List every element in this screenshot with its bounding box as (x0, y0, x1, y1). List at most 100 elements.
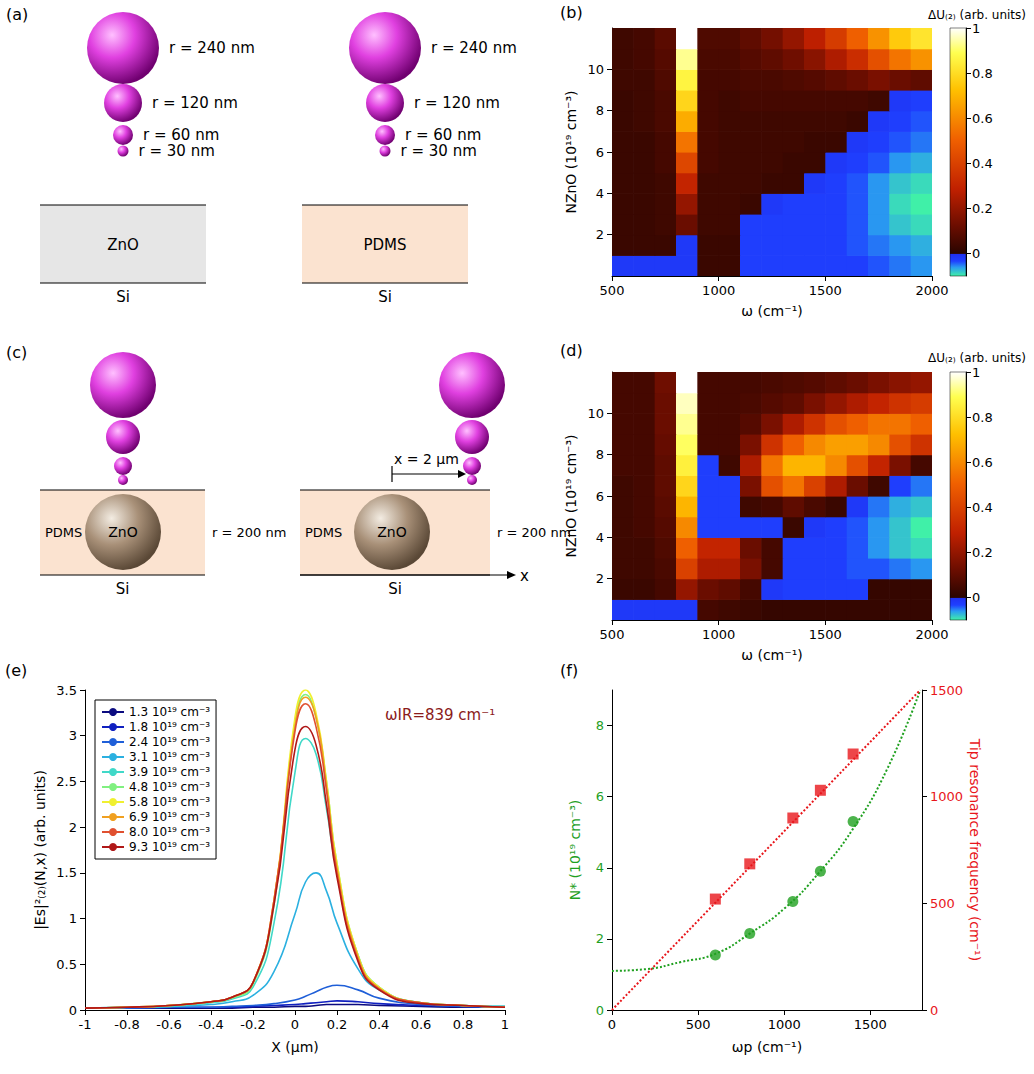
svg-text:0: 0 (69, 1003, 77, 1018)
svg-text:1000: 1000 (930, 789, 963, 804)
svg-text:500: 500 (930, 896, 955, 911)
svg-text:-0.8: -0.8 (114, 1017, 139, 1032)
svg-text:Si: Si (116, 288, 130, 306)
svg-text:1000: 1000 (768, 1017, 801, 1032)
svg-text:ZnO: ZnO (108, 524, 137, 540)
svg-text:ω (cm⁻¹): ω (cm⁻¹) (741, 303, 802, 319)
svg-text:x = 2 μm: x = 2 μm (394, 451, 459, 467)
svg-text:x: x (520, 567, 529, 585)
svg-text:6.9 10¹⁹ cm⁻³: 6.9 10¹⁹ cm⁻³ (129, 810, 210, 824)
svg-text:1: 1 (972, 365, 980, 380)
svg-text:0.4: 0.4 (972, 500, 993, 515)
svg-text:ZnO: ZnO (107, 236, 139, 254)
svg-text:0.6: 0.6 (972, 455, 993, 470)
svg-text:r = 200 nm: r = 200 nm (497, 525, 570, 540)
svg-text:4: 4 (596, 530, 604, 545)
svg-text:4.8 10¹⁹ cm⁻³: 4.8 10¹⁹ cm⁻³ (129, 780, 210, 794)
svg-text:ω (cm⁻¹): ω (cm⁻¹) (741, 647, 802, 663)
svg-text:500: 500 (600, 627, 625, 642)
svg-text:r = 200 nm: r = 200 nm (212, 525, 286, 540)
svg-text:-0.6: -0.6 (156, 1017, 181, 1032)
svg-text:(c): (c) (6, 343, 27, 362)
svg-text:ZnO: ZnO (377, 524, 406, 540)
svg-text:8: 8 (596, 718, 604, 733)
svg-text:-0.4: -0.4 (198, 1017, 223, 1032)
svg-text:0.8: 0.8 (453, 1017, 474, 1032)
svg-text:r = 240 nm: r = 240 nm (431, 39, 517, 57)
svg-text:2: 2 (69, 820, 77, 835)
svg-text:Tip resonance frequency (cm⁻¹): Tip resonance frequency (cm⁻¹) (967, 738, 983, 961)
svg-text:1: 1 (972, 21, 980, 36)
svg-text:5.8 10¹⁹ cm⁻³: 5.8 10¹⁹ cm⁻³ (129, 795, 210, 809)
svg-text:9.3 10¹⁹ cm⁻³: 9.3 10¹⁹ cm⁻³ (129, 840, 210, 854)
svg-text:0: 0 (291, 1017, 299, 1032)
svg-text:10: 10 (587, 406, 604, 421)
svg-text:0: 0 (972, 246, 980, 261)
svg-text:3.1 10¹⁹ cm⁻³: 3.1 10¹⁹ cm⁻³ (129, 750, 210, 764)
svg-text:ωIR=839 cm⁻¹: ωIR=839 cm⁻¹ (385, 706, 495, 724)
svg-text:1: 1 (69, 911, 77, 926)
svg-text:0: 0 (930, 1003, 938, 1018)
svg-text:r = 30 nm: r = 30 nm (139, 142, 215, 160)
svg-text:r = 60 nm: r = 60 nm (143, 126, 219, 144)
svg-text:-1: -1 (79, 1017, 92, 1032)
svg-text:1000: 1000 (702, 283, 735, 298)
svg-text:0: 0 (972, 590, 980, 605)
svg-text:r = 60 nm: r = 60 nm (405, 126, 481, 144)
svg-text:2000: 2000 (915, 283, 948, 298)
svg-text:0.2: 0.2 (327, 1017, 348, 1032)
svg-text:1.5: 1.5 (56, 865, 77, 880)
svg-text:(b): (b) (560, 3, 583, 22)
svg-text:1.8 10¹⁹ cm⁻³: 1.8 10¹⁹ cm⁻³ (129, 720, 210, 734)
svg-text:0: 0 (596, 1003, 604, 1018)
svg-text:0.6: 0.6 (411, 1017, 432, 1032)
svg-text:0.4: 0.4 (972, 156, 993, 171)
svg-text:0.2: 0.2 (972, 201, 993, 216)
svg-text:1500: 1500 (854, 1017, 887, 1032)
svg-text:r = 120 nm: r = 120 nm (414, 94, 500, 112)
svg-text:6: 6 (596, 489, 604, 504)
svg-text:1500: 1500 (930, 683, 963, 698)
svg-text:8.0 10¹⁹ cm⁻³: 8.0 10¹⁹ cm⁻³ (129, 825, 210, 839)
svg-text:8: 8 (596, 447, 604, 462)
svg-text:Si: Si (116, 580, 130, 598)
svg-text:1.3 10¹⁹ cm⁻³: 1.3 10¹⁹ cm⁻³ (129, 705, 210, 719)
svg-text:2.4 10¹⁹ cm⁻³: 2.4 10¹⁹ cm⁻³ (129, 735, 210, 749)
svg-text:0.8: 0.8 (972, 66, 993, 81)
svg-text:0: 0 (608, 1017, 616, 1032)
svg-text:500: 500 (600, 283, 625, 298)
svg-text:(a): (a) (6, 5, 28, 24)
svg-text:r = 120 nm: r = 120 nm (152, 94, 238, 112)
svg-text:NZnO (10¹⁹ cm⁻³): NZnO (10¹⁹ cm⁻³) (563, 90, 579, 213)
svg-text:10: 10 (587, 62, 604, 77)
svg-text:1500: 1500 (809, 283, 842, 298)
svg-text:1: 1 (501, 1017, 509, 1032)
svg-text:PDMS: PDMS (305, 525, 342, 540)
svg-text:0.5: 0.5 (56, 957, 77, 972)
svg-text:2: 2 (596, 571, 604, 586)
svg-text:ωp (cm⁻¹): ωp (cm⁻¹) (732, 1039, 802, 1055)
svg-text:PDMS: PDMS (363, 236, 406, 254)
svg-text:2: 2 (596, 931, 604, 946)
svg-text:3.9 10¹⁹ cm⁻³: 3.9 10¹⁹ cm⁻³ (129, 765, 210, 779)
svg-text:(f): (f) (560, 661, 578, 680)
svg-text:0.4: 0.4 (369, 1017, 390, 1032)
svg-text:8: 8 (596, 103, 604, 118)
svg-text:0.8: 0.8 (972, 410, 993, 425)
svg-text:1500: 1500 (809, 627, 842, 642)
svg-text:2.5: 2.5 (56, 774, 77, 789)
svg-text:Si: Si (378, 288, 392, 306)
svg-text:Si: Si (388, 580, 402, 598)
svg-text:4: 4 (596, 186, 604, 201)
svg-text:500: 500 (686, 1017, 711, 1032)
svg-text:ΔU₍₂₎ (arb. units): ΔU₍₂₎ (arb. units) (928, 351, 1026, 365)
svg-text:6: 6 (596, 789, 604, 804)
svg-text:r = 30 nm: r = 30 nm (401, 142, 477, 160)
svg-text:4: 4 (596, 860, 604, 875)
svg-text:3: 3 (69, 728, 77, 743)
svg-text:X (μm): X (μm) (271, 1039, 319, 1055)
svg-text:N* (10¹⁹ cm⁻³): N* (10¹⁹ cm⁻³) (567, 800, 583, 901)
svg-text:2: 2 (596, 227, 604, 242)
svg-text:(d): (d) (560, 341, 583, 360)
svg-text:(e): (e) (5, 661, 27, 680)
